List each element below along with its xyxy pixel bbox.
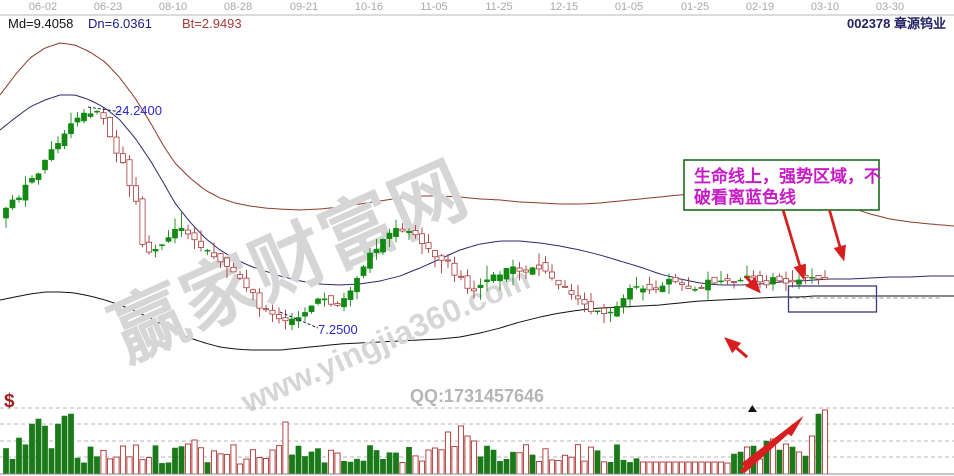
svg-text:08-10: 08-10	[159, 1, 187, 13]
svg-text:QQ:1731457646: QQ:1731457646	[410, 386, 544, 406]
svg-text:破看离蓝色线: 破看离蓝色线	[694, 187, 796, 207]
svg-text:03-10: 03-10	[811, 1, 839, 13]
svg-text:24.2400: 24.2400	[115, 103, 162, 118]
svg-text:01-25: 01-25	[681, 1, 709, 13]
svg-text:06-02: 06-02	[29, 1, 57, 13]
svg-text:11-05: 11-05	[420, 1, 447, 13]
svg-text:Dn=6.0361: Dn=6.0361	[88, 16, 152, 31]
svg-text:$: $	[4, 391, 15, 412]
svg-text:11-25: 11-25	[485, 1, 512, 13]
svg-text:02-19: 02-19	[746, 1, 774, 13]
svg-text:12-15: 12-15	[550, 1, 578, 13]
svg-text:002378 章源钨业: 002378 章源钨业	[847, 16, 946, 31]
svg-text:生命线上，强势区域，不: 生命线上，强势区域，不	[694, 166, 881, 186]
svg-text:06-23: 06-23	[94, 1, 122, 13]
svg-text:7.2500: 7.2500	[318, 322, 358, 337]
svg-text:01-05: 01-05	[615, 1, 643, 13]
svg-text:09-21: 09-21	[290, 1, 318, 13]
svg-text:08-28: 08-28	[224, 1, 252, 13]
svg-text:10-16: 10-16	[355, 1, 383, 13]
svg-text:Md=9.4058: Md=9.4058	[8, 16, 73, 31]
svg-text:03-30: 03-30	[876, 1, 904, 13]
svg-text:Bt=2.9493: Bt=2.9493	[182, 16, 242, 31]
